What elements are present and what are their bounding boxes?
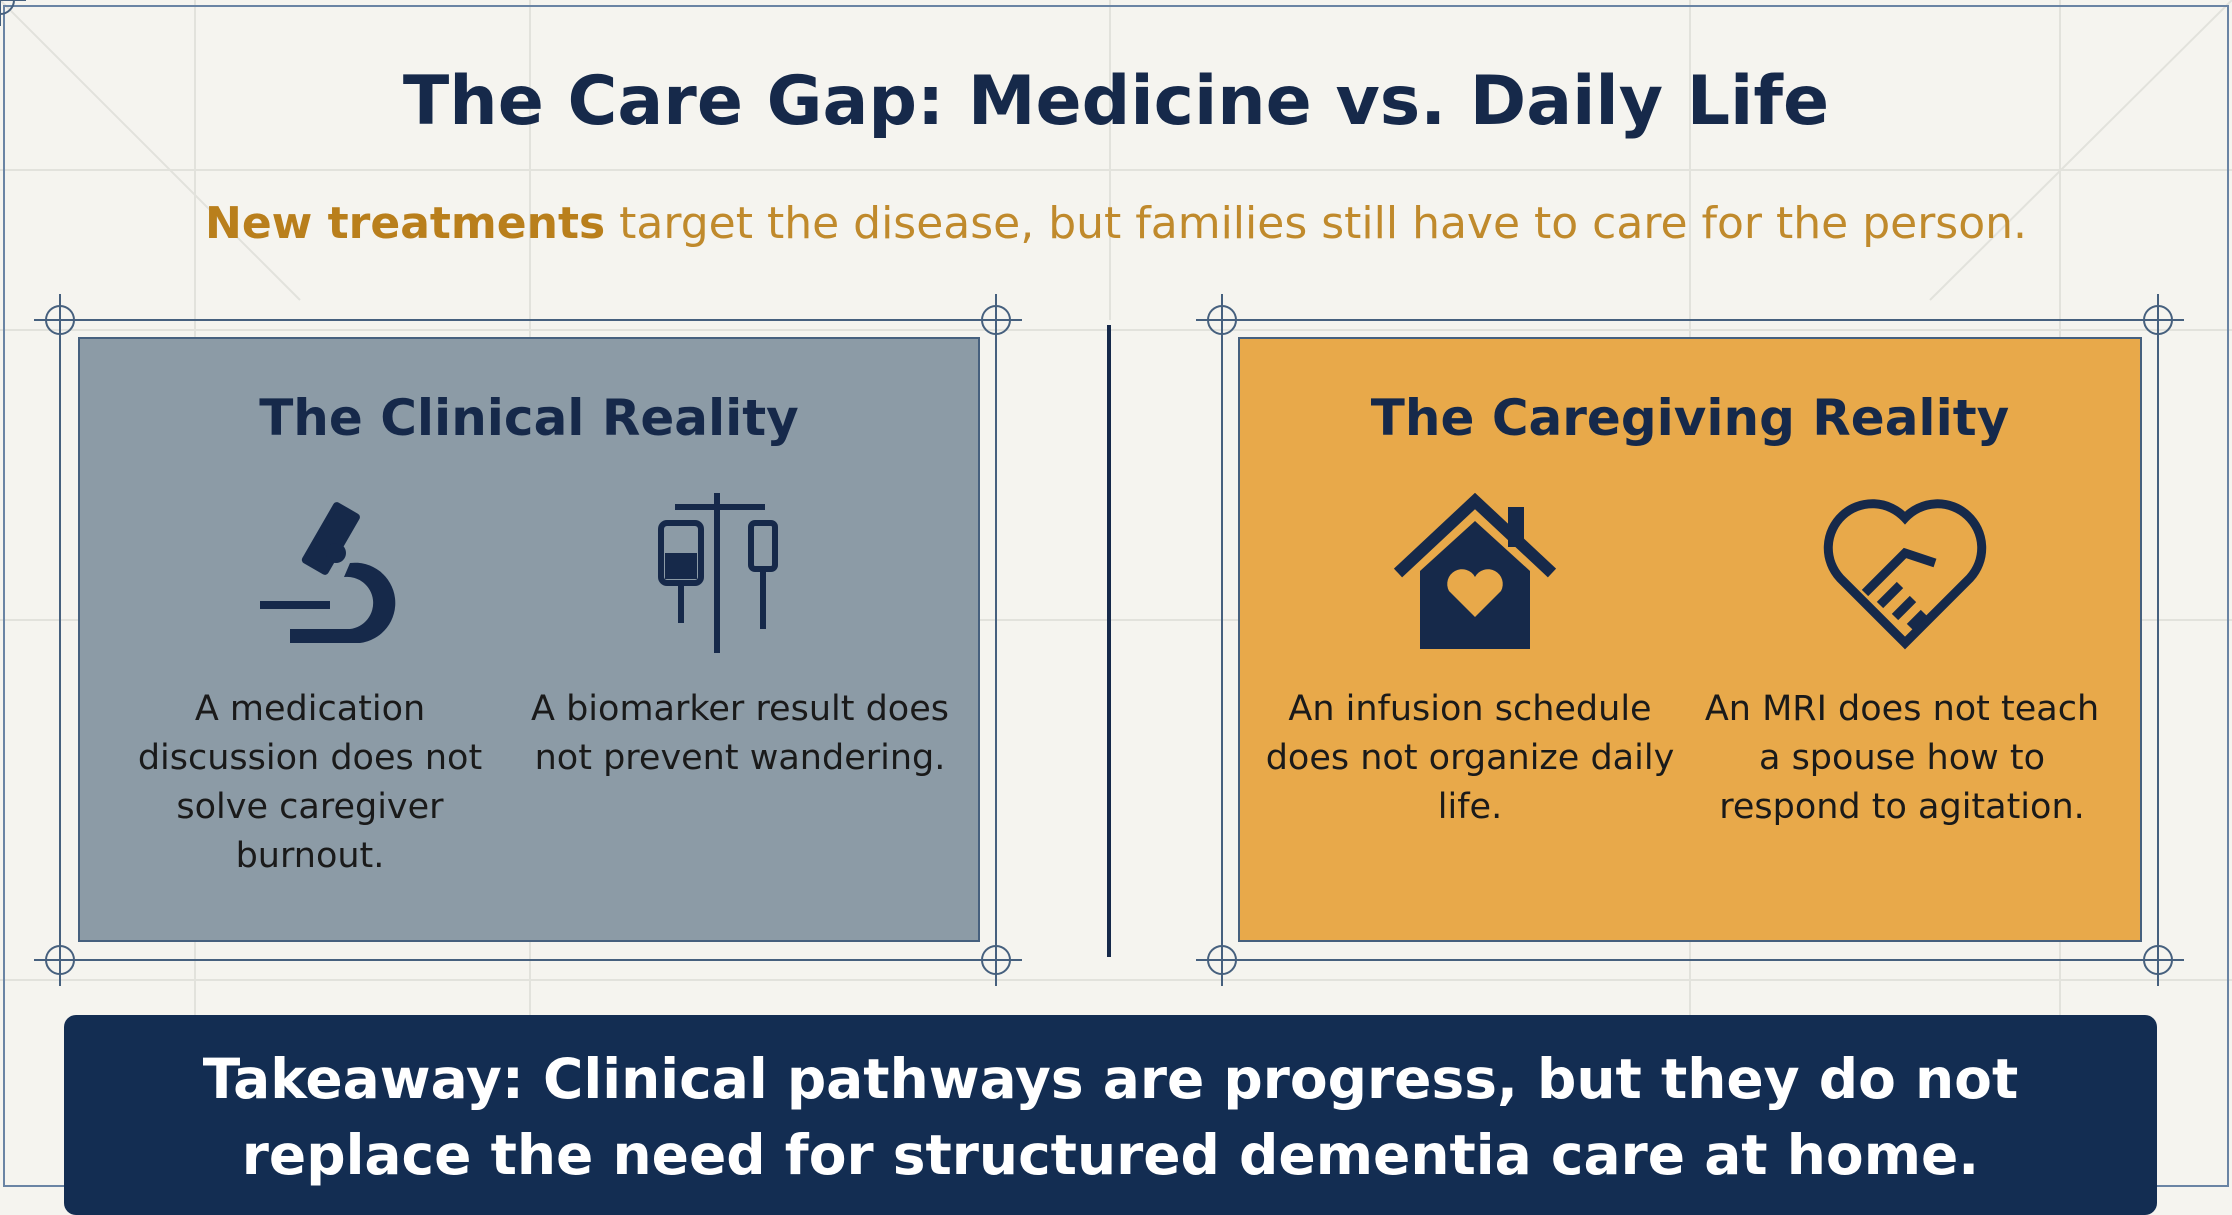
- title: The Care Gap: Medicine vs. Daily Life: [402, 62, 1830, 141]
- panel-item: A medication discussion does not solve c…: [137, 689, 483, 876]
- panel-item: An infusion schedule does not organize d…: [1265, 689, 1675, 827]
- takeaway-box: Takeaway: Clinical pathways are progress…: [64, 1015, 2157, 1215]
- iv-drip-icon: [658, 493, 778, 653]
- home-heart-icon: [1393, 493, 1557, 649]
- takeaway-text: Takeaway: Clinical pathways are progress…: [202, 1047, 2019, 1187]
- panel-title: The Clinical Reality: [259, 389, 799, 447]
- panel-item: A biomarker result does not prevent wand…: [531, 689, 949, 778]
- microscope-icon: [260, 502, 396, 643]
- clinical-panel: The Clinical Reality A medication discus…: [78, 337, 980, 942]
- subtitle-emphasis: New treatments: [205, 198, 606, 249]
- caregiving-panel: The Caregiving Reality An infusion sched…: [1238, 337, 2142, 942]
- heart-handshake-icon: [1823, 499, 1987, 650]
- subtitle: New treatments target the disease, but fa…: [0, 198, 2232, 249]
- panel-item: An MRI does not teach a spouse how to re…: [1704, 689, 2100, 827]
- subtitle-text: target the disease, but families still h…: [619, 198, 2027, 249]
- panel-title: The Caregiving Reality: [1370, 389, 2010, 447]
